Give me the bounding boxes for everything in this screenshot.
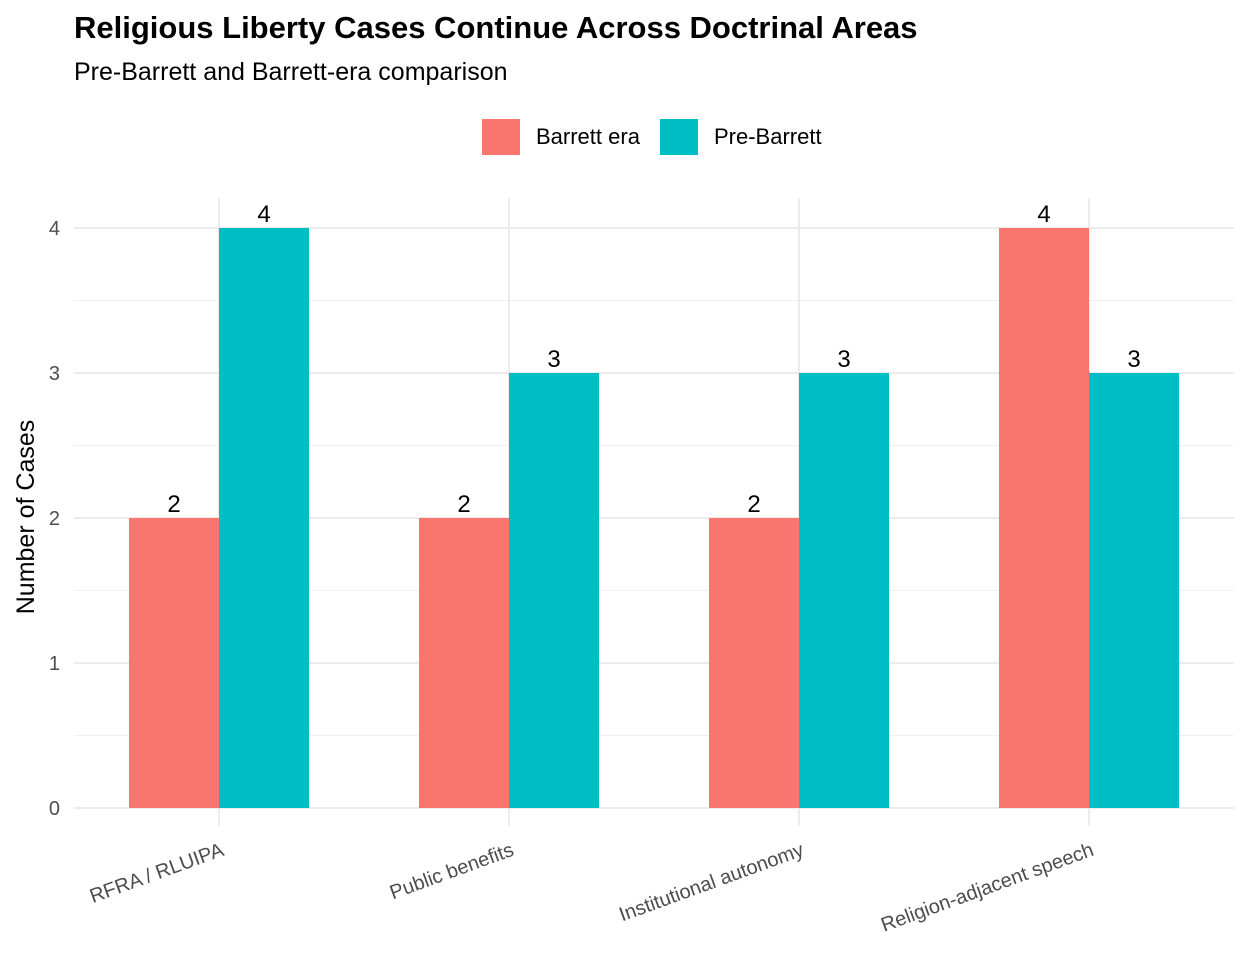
- data-label: 4: [257, 201, 270, 228]
- x-tick-label-rfra-rluipa: RFRA / RLUIPA: [87, 839, 227, 908]
- data-labels: 2 2 2 4 4 3 3 3: [167, 201, 1140, 518]
- x-tick-label-religion-adjacent-speech: Religion-adjacent speech: [878, 839, 1097, 936]
- y-axis-title: Number of Cases: [12, 420, 40, 615]
- y-tick-label: 0: [49, 798, 60, 820]
- legend-key-pre-barrett: [660, 119, 698, 155]
- data-label: 2: [457, 491, 470, 518]
- chart-subtitle: Pre-Barrett and Barrett-era comparison: [74, 58, 508, 86]
- bar-barrett-era-institutional-autonomy: [709, 518, 799, 808]
- bar-barrett-era-public-benefits: [419, 518, 509, 808]
- bar-barrett-era-rfra-rluipa: [129, 518, 219, 808]
- bar-pre-barrett-religion-adjacent-speech: [1089, 373, 1179, 808]
- y-tick-label: 4: [49, 218, 60, 240]
- y-tick-label: 2: [49, 508, 60, 530]
- bar-pre-barrett-rfra-rluipa: [219, 228, 309, 808]
- x-tick-label-institutional-autonomy: Institutional autonomy: [616, 839, 806, 926]
- data-label: 3: [837, 346, 850, 373]
- y-tick-label: 1: [49, 653, 60, 675]
- chart-legend: Barrett era Pre-Barrett: [0, 118, 1248, 156]
- data-label: 3: [547, 346, 560, 373]
- data-label: 3: [1127, 346, 1140, 373]
- legend-item-pre-barrett: Pre-Barrett: [660, 118, 822, 156]
- x-tick-label-public-benefits: Public benefits: [387, 839, 517, 904]
- bar-barrett-era-religion-adjacent-speech: [999, 228, 1089, 808]
- legend-item-barrett-era: Barrett era: [482, 118, 640, 156]
- data-label: 4: [1037, 201, 1050, 228]
- data-label: 2: [747, 491, 760, 518]
- data-label: 2: [167, 491, 180, 518]
- legend-label-pre-barrett: Pre-Barrett: [714, 124, 822, 149]
- y-tick-label: 3: [49, 363, 60, 385]
- bar-pre-barrett-institutional-autonomy: [799, 373, 889, 808]
- legend-key-barrett-era: [482, 119, 520, 155]
- legend-label-barrett-era: Barrett era: [536, 124, 640, 149]
- chart-title: Religious Liberty Cases Continue Across …: [74, 10, 918, 45]
- bar-pre-barrett-public-benefits: [509, 373, 599, 808]
- bars: [129, 228, 1179, 808]
